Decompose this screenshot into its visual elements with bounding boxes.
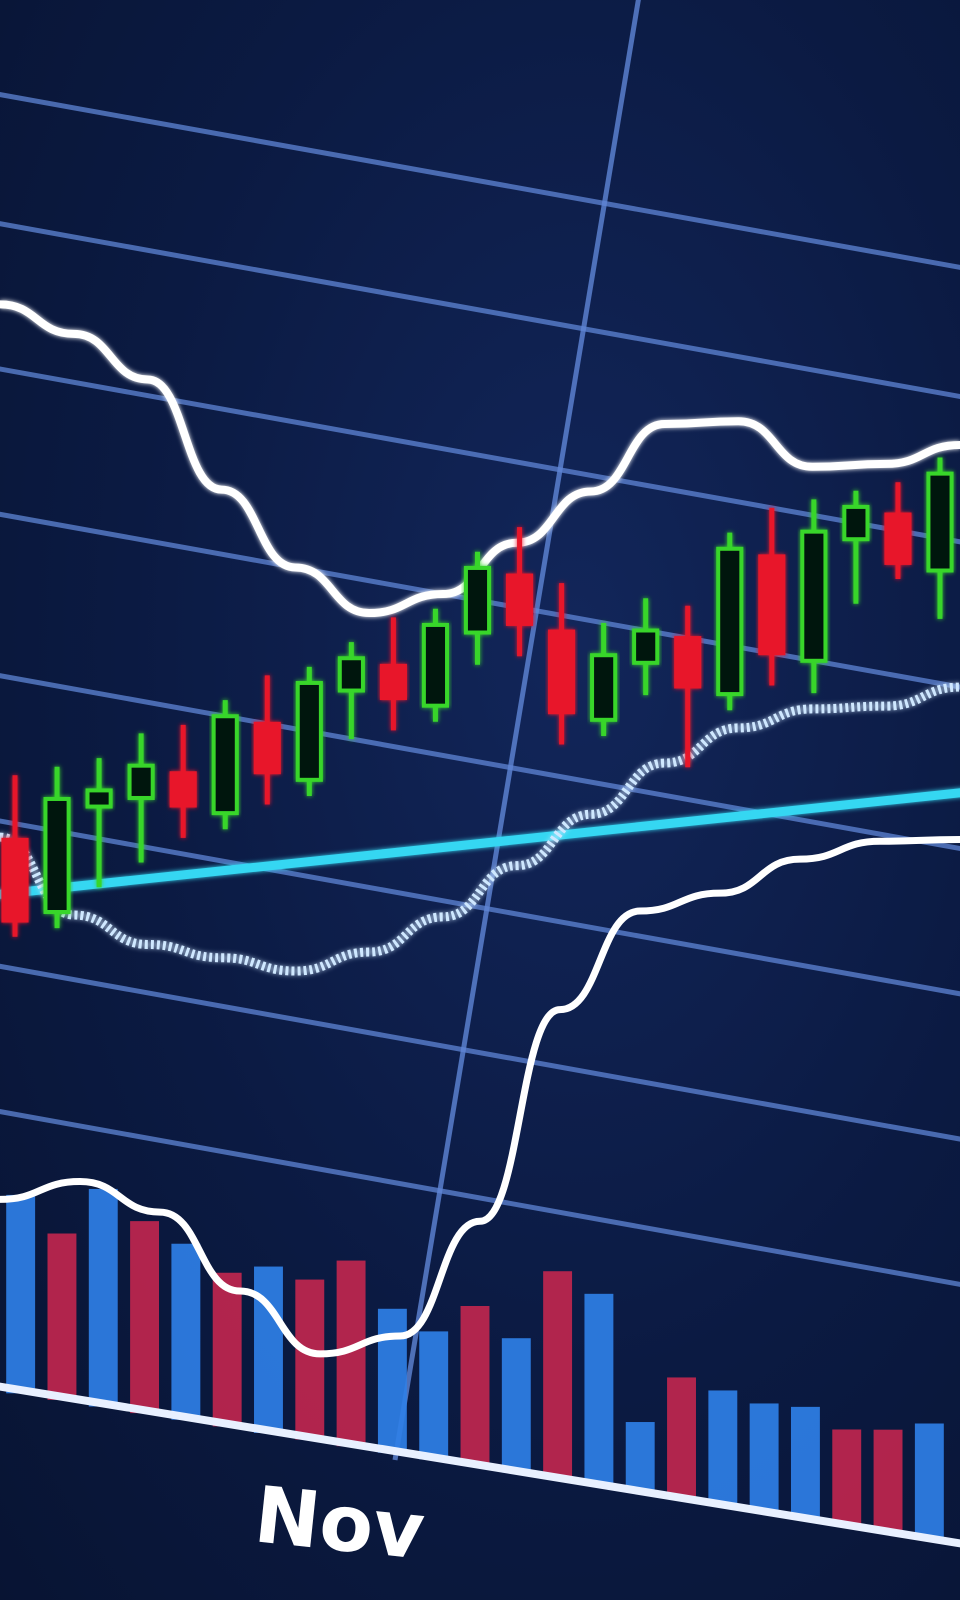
- candle-body: [211, 714, 239, 816]
- candle-body: [253, 721, 281, 775]
- candle-body: [85, 788, 113, 809]
- candlestick: [758, 507, 786, 686]
- candle-body: [43, 796, 71, 914]
- candlestick: [211, 700, 239, 830]
- volume-bar: [543, 1271, 573, 1480]
- candlestick: [421, 608, 450, 722]
- candle-body: [169, 771, 197, 808]
- grid-line-h: [0, 221, 960, 400]
- candlestick: [295, 666, 323, 796]
- volume-bar: [171, 1243, 201, 1420]
- indicator-lines: [0, 300, 960, 1358]
- candle-body: [295, 680, 323, 782]
- volume-bars: [0, 1188, 960, 1548]
- volume-bar: [914, 1423, 944, 1539]
- moving-average-line: [0, 682, 960, 976]
- candlestick: [842, 490, 870, 604]
- volume-bar: [749, 1403, 779, 1513]
- candlestick: [548, 583, 576, 745]
- grid-line-h: [0, 1109, 960, 1287]
- trend-line: [0, 788, 960, 899]
- axis-line: [0, 1382, 960, 1548]
- volume-bar: [832, 1429, 862, 1526]
- candle-body: [590, 653, 618, 722]
- candle-body: [421, 622, 450, 708]
- candlestick: [1, 775, 29, 937]
- candle-body: [127, 763, 155, 800]
- candlestick: [337, 642, 365, 739]
- volume-bar: [377, 1308, 407, 1453]
- x-tick-label-nov: Nov: [250, 1470, 428, 1577]
- candle-body: [926, 471, 954, 573]
- candle-body: [842, 504, 870, 542]
- candlestick: [716, 532, 744, 711]
- volume-bar: [295, 1279, 325, 1440]
- volume-bar: [708, 1390, 738, 1506]
- volume-bar: [790, 1406, 820, 1519]
- candle-body: [716, 546, 744, 697]
- candle-body: [1, 837, 29, 923]
- candlestick: [379, 617, 407, 731]
- grid-line-v: [392, 0, 641, 1461]
- candle-body: [674, 636, 702, 689]
- volume-bar: [667, 1377, 696, 1500]
- volume-bar: [625, 1422, 655, 1493]
- candle-body: [379, 663, 407, 701]
- candle-body: [337, 656, 365, 693]
- candlestick: [463, 551, 492, 665]
- candlestick: [632, 598, 660, 696]
- candlestick: [674, 605, 702, 768]
- volume-bar: [501, 1338, 531, 1473]
- volume-bar: [130, 1221, 160, 1414]
- candlestick: [505, 527, 534, 657]
- grid-line-h: [0, 963, 960, 1142]
- candlestick: [926, 457, 954, 619]
- candlestick: [85, 758, 113, 888]
- grid-line-h: [0, 92, 960, 270]
- candlestick: [127, 733, 155, 863]
- candlestick: [253, 675, 281, 805]
- x-axis: Nov: [250, 1470, 428, 1577]
- volume-bar: [460, 1306, 490, 1466]
- oscillator-line: [0, 836, 960, 1358]
- volume-bar: [47, 1233, 77, 1400]
- volume-bar: [88, 1188, 118, 1407]
- candle-body: [884, 512, 912, 565]
- candle-body: [505, 573, 534, 626]
- volume-bar: [419, 1331, 449, 1460]
- volume-bar: [873, 1429, 903, 1533]
- candle-body: [548, 629, 576, 715]
- candlestick: [169, 724, 197, 838]
- candle-body: [632, 628, 660, 665]
- upper-band-line: [0, 300, 960, 618]
- volume-bar: [254, 1266, 283, 1433]
- candlestick: [800, 499, 828, 694]
- candlestick: [43, 766, 71, 929]
- candlesticks: [1, 457, 954, 937]
- grid-line-h: [0, 818, 960, 997]
- grid-line-h: [0, 673, 960, 852]
- volume-bar: [212, 1272, 242, 1427]
- volume-bar: [6, 1194, 36, 1394]
- volume-bar: [584, 1293, 614, 1486]
- candlestick: [590, 622, 618, 736]
- candle-body: [800, 529, 828, 663]
- candlestick: [884, 482, 912, 580]
- candle-body: [463, 565, 492, 635]
- candle-body: [758, 554, 786, 656]
- grid: [0, 0, 960, 1461]
